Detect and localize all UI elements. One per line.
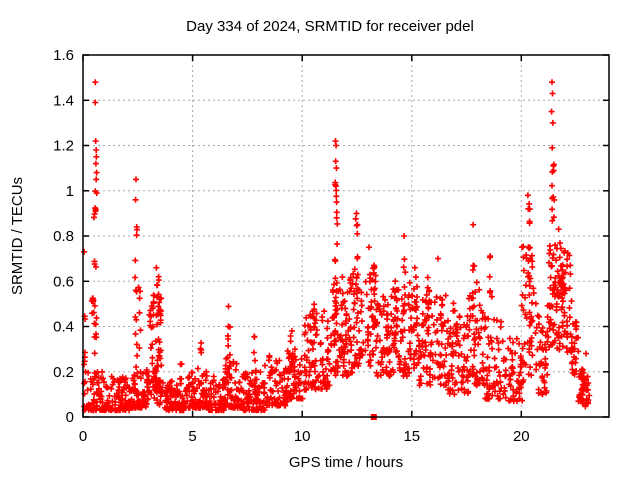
plot-border bbox=[82, 54, 610, 418]
data-points bbox=[81, 79, 593, 420]
x-tick-label: 15 bbox=[403, 428, 420, 445]
x-tick-label: 5 bbox=[188, 428, 196, 445]
y-tick-label: 0.2 bbox=[53, 364, 74, 381]
x-axis-label: GPS time / hours bbox=[289, 454, 403, 471]
srmtid-series-points bbox=[81, 79, 593, 414]
y-tick-label: 0.8 bbox=[53, 228, 74, 245]
x-tick-label: 10 bbox=[294, 428, 311, 445]
y-tick-label: 0.6 bbox=[53, 273, 74, 290]
y-tick-label: 1.4 bbox=[53, 92, 74, 109]
tick-labels: 0 5 10 15 20 0 0.2 0.4 0.6 0.8 1 1.2 1.4 1.6 bbox=[53, 47, 530, 445]
y-tick-label: 1 bbox=[66, 183, 74, 200]
y-tick-label: 1.6 bbox=[53, 47, 74, 64]
y-tick-label: 0.4 bbox=[53, 319, 74, 336]
x-tick-label: 20 bbox=[513, 428, 530, 445]
y-axis-label: SRMTID / TECUs bbox=[9, 177, 26, 295]
y-tick-label: 0 bbox=[66, 409, 74, 426]
chart-title: Day 334 of 2024, SRMTID for receiver pde… bbox=[186, 18, 474, 35]
y-tick-label: 1.2 bbox=[53, 138, 74, 155]
x-tick-label: 0 bbox=[79, 428, 87, 445]
